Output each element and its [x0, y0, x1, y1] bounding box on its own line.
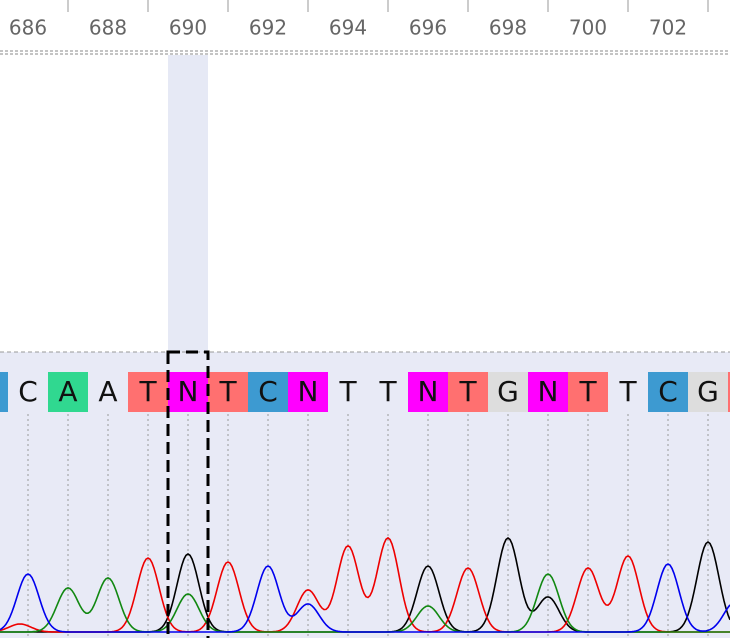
base-letter: T [338, 375, 357, 408]
base-letter: G [497, 375, 519, 408]
partial-base-cell [0, 372, 8, 412]
base-letter: T [618, 375, 637, 408]
trace-panel [0, 352, 730, 638]
base-cell [208, 372, 248, 412]
ruler-label: 702 [649, 16, 687, 40]
ruler-label: 694 [329, 16, 367, 40]
base-cell [128, 372, 168, 412]
trace [0, 563, 730, 633]
base-letter: C [258, 375, 278, 408]
position-lines [27, 414, 709, 638]
base-cell [648, 372, 688, 412]
base-cell [408, 372, 448, 412]
ruler-label: 686 [9, 16, 47, 40]
base-cell [248, 372, 288, 412]
ruler: 686 688 690 692 694 696 698 700 702 [9, 0, 709, 40]
base-cell [488, 372, 528, 412]
base-letter: T [218, 375, 237, 408]
base-letter: C [658, 375, 678, 408]
ruler-label: 692 [249, 16, 287, 40]
base-cell [288, 372, 328, 412]
column-highlight [168, 55, 208, 352]
base-letter: T [378, 375, 397, 408]
base-letter: T [458, 375, 477, 408]
base-cell [568, 372, 608, 412]
partial-base-cell [728, 372, 730, 412]
base-letter: T [578, 375, 597, 408]
base-cell [168, 372, 208, 412]
base-letter: N [178, 375, 199, 408]
ruler-label: 688 [89, 16, 127, 40]
base-letter: G [697, 375, 719, 408]
base-cell [448, 372, 488, 412]
base-cell [48, 372, 88, 412]
base-letter: A [98, 375, 117, 408]
ruler-label: 700 [569, 16, 607, 40]
traces [0, 536, 730, 633]
ruler-label: 696 [409, 16, 447, 40]
base-letter: A [58, 375, 77, 408]
base-cell [688, 372, 728, 412]
ruler-label: 690 [169, 16, 207, 40]
base-cell [528, 372, 568, 412]
selection-box[interactable] [166, 350, 210, 638]
base-letter: T [138, 375, 157, 408]
base-letter: N [298, 375, 319, 408]
base-letter: N [538, 375, 559, 408]
base-letter: C [18, 375, 38, 408]
ruler-label: 698 [489, 16, 527, 40]
base-letter: N [418, 375, 439, 408]
trace [0, 536, 730, 633]
